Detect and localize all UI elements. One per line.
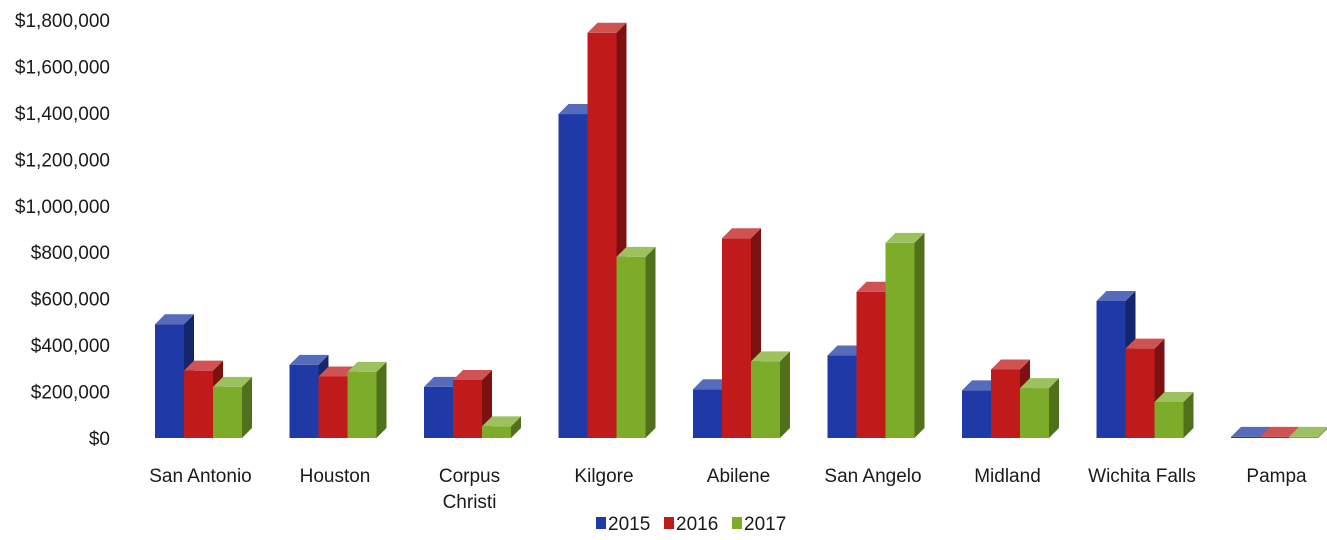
legend-label: 2016 (676, 514, 718, 535)
bar-front (184, 370, 213, 438)
legend-label: 2017 (744, 514, 786, 535)
bar-top (184, 360, 223, 371)
legend-swatch (732, 517, 742, 529)
legend-label: 2015 (608, 514, 650, 535)
bar (616, 246, 656, 438)
category-label: Wichita Falls (1088, 466, 1196, 487)
legend-item: 2015 (596, 514, 650, 535)
y-tick-label: $400,000 (31, 336, 110, 357)
y-tick-label: $0 (89, 429, 110, 450)
bar-top (289, 354, 329, 365)
y-tick-label: $1,200,000 (15, 150, 110, 171)
bar-front (1125, 348, 1155, 438)
bar (1154, 392, 1194, 438)
bar-top (1154, 392, 1194, 403)
bar-front (616, 256, 646, 438)
bar-top (616, 246, 656, 257)
bar-side (1049, 378, 1059, 438)
legend-item: 2017 (732, 514, 786, 535)
bar-front (1231, 436, 1260, 438)
bar-front (213, 386, 242, 438)
y-tick-label: $200,000 (31, 383, 110, 404)
bar (1289, 426, 1327, 438)
bar-top (885, 232, 925, 243)
bar-top (1125, 338, 1165, 349)
bar-side (914, 232, 925, 438)
category-label: Pampa (1246, 466, 1307, 487)
bar (482, 416, 521, 438)
bar-front (453, 379, 482, 438)
bar-front (722, 238, 751, 438)
bar-front (587, 32, 617, 439)
bar-side (645, 246, 656, 438)
bar-top (1096, 290, 1136, 301)
bar-top (155, 314, 194, 325)
bar-front (289, 364, 319, 438)
bar-top (751, 351, 790, 362)
bar-front (693, 389, 722, 438)
bar-front (1154, 402, 1184, 438)
bar-top (991, 359, 1030, 370)
category-label: Midland (974, 466, 1041, 487)
bar-side (511, 416, 521, 438)
bar-front (558, 114, 588, 439)
bar-top (1260, 426, 1299, 437)
bar (587, 22, 627, 439)
y-tick-label: $1,600,000 (15, 57, 110, 78)
bar-top (1231, 426, 1270, 437)
bar-front (962, 390, 991, 438)
bar-top (722, 228, 761, 239)
y-tick-label: $800,000 (31, 243, 110, 264)
bar-front (856, 291, 886, 438)
bar-side (242, 376, 252, 438)
bar-front (424, 386, 453, 438)
bar-front (991, 369, 1020, 438)
bar-front (1096, 300, 1126, 438)
bar-top (213, 376, 252, 387)
legend-item: 2016 (664, 514, 718, 535)
bar-front (827, 355, 857, 438)
bar (1020, 378, 1059, 438)
bar (751, 351, 790, 438)
bar-front (1260, 436, 1289, 438)
bar-front (155, 324, 184, 438)
bar-top (587, 22, 627, 33)
bar-side (376, 361, 387, 438)
bar-side (780, 351, 790, 438)
y-tick-label: $600,000 (31, 290, 110, 311)
bar-top (1020, 378, 1059, 389)
bar-top (482, 416, 521, 427)
category-label: San Angelo (824, 466, 921, 487)
bar-front (1020, 388, 1049, 438)
y-tick-label: $1,000,000 (15, 197, 110, 218)
bar-top (347, 361, 387, 372)
bar (213, 376, 252, 438)
legend-swatch (664, 517, 674, 529)
bar-front (751, 361, 780, 438)
bar-front (885, 242, 915, 438)
bar-front (482, 426, 511, 438)
bar (885, 232, 925, 438)
category-label: Houston (300, 466, 371, 487)
category-label: Corpus Christi (439, 466, 500, 513)
bar-front (347, 371, 377, 438)
bar-side (1318, 427, 1327, 438)
bar-side (1183, 392, 1194, 438)
category-label: San Antonio (149, 466, 251, 487)
category-label: Kilgore (574, 466, 633, 487)
bar (347, 361, 387, 438)
bar-front (1289, 436, 1318, 438)
legend-swatch (596, 517, 606, 529)
y-tick-label: $1,400,000 (15, 104, 110, 125)
y-tick-label: $1,800,000 (15, 11, 110, 32)
bar-front (318, 376, 348, 438)
category-label: Abilene (707, 466, 770, 487)
bar-top (1289, 426, 1327, 437)
bar-top (453, 369, 492, 380)
